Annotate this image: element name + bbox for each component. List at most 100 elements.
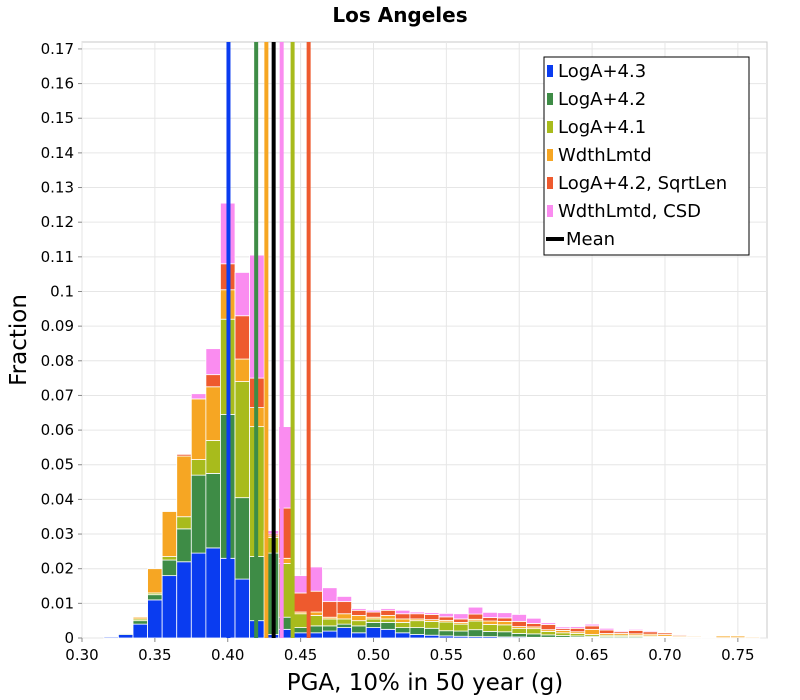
legend: LogA+4.3 LogA+4.2 LogA+4.1 WdthLmtd LogA+4.2…: [543, 56, 750, 256]
histogram-bar: [147, 594, 163, 601]
histogram-bar: [453, 630, 469, 637]
histogram-bar: [496, 620, 513, 626]
histogram-bar: [496, 631, 513, 638]
histogram-bar: [336, 596, 353, 603]
histogram-bar: [234, 315, 251, 360]
histogram-bar: [584, 628, 600, 635]
histogram-bar: [176, 453, 192, 457]
histogram-bar: [234, 381, 251, 499]
histogram-bar: [292, 632, 309, 639]
histogram-bar: [147, 568, 163, 594]
mean-lines: [226, 42, 311, 638]
histogram-bar: [336, 601, 353, 615]
histogram-bar: [205, 386, 221, 441]
legend-label: LogA+4.3: [558, 61, 646, 82]
x-tick-label: 0.75: [721, 646, 754, 664]
legend-label: WdthLmtd, CSD: [558, 201, 701, 222]
x-tick-label: 0.35: [138, 646, 171, 664]
histogram-bar: [657, 631, 673, 634]
histogram-bar: [467, 613, 484, 620]
y-axis-title: Fraction: [6, 294, 32, 386]
histogram-bar: [161, 559, 178, 577]
y-tick-label: 0.1: [50, 282, 74, 300]
histogram-bar: [205, 440, 221, 474]
histogram-bar: [190, 393, 207, 400]
histogram-bar: [365, 611, 382, 618]
legend-swatch: [547, 93, 553, 105]
legend-swatch: [547, 121, 553, 133]
histogram-bar: [438, 621, 455, 632]
histogram-bar: [322, 587, 338, 603]
histogram-bar: [292, 627, 309, 634]
histogram-bar: [118, 634, 134, 639]
legend-label: Mean: [566, 229, 615, 250]
x-tick-label: 0.50: [357, 646, 390, 664]
histogram-bar: [118, 632, 134, 634]
y-tick-label: 0.08: [41, 352, 74, 370]
histogram-bar: [292, 575, 309, 594]
histogram-bar: [569, 627, 586, 633]
histogram-bar: [336, 613, 353, 620]
x-tick-label: 0.70: [648, 646, 681, 664]
y-tick-label: 0.03: [41, 525, 74, 543]
histogram-bar: [438, 630, 455, 637]
histogram-bar: [438, 616, 455, 621]
histogram-bar: [409, 613, 425, 620]
legend-box: [543, 56, 750, 256]
histogram-bar: [482, 611, 498, 618]
histogram-bar: [365, 627, 382, 639]
histogram-bar: [351, 609, 367, 616]
histogram-bar: [322, 630, 338, 639]
x-tick-label: 0.40: [211, 646, 244, 664]
histogram-bar: [394, 627, 411, 634]
y-tick-label: 0.02: [41, 560, 74, 578]
y-tick-label: 0.12: [41, 213, 74, 231]
histogram-bar: [336, 623, 353, 629]
histogram-bar: [540, 631, 557, 636]
histogram-bar: [234, 497, 251, 580]
histogram-bar: [496, 624, 513, 633]
histogram-bar: [526, 623, 542, 628]
histogram-bar: [511, 627, 527, 634]
histogram-bar: [453, 613, 469, 620]
histogram-bar: [424, 614, 440, 621]
histogram-bar: [453, 618, 469, 623]
histogram-bar: [482, 620, 498, 625]
histogram-bar: [394, 609, 411, 615]
histogram-bar: [132, 616, 148, 620]
histogram-bar: [234, 358, 251, 382]
histogram-bar: [205, 348, 221, 376]
y-tick-label: 0.11: [41, 248, 74, 266]
histogram-bar: [292, 592, 309, 613]
histogram-bar: [176, 561, 192, 639]
histogram-bar: [176, 528, 192, 563]
histogram-bar: [555, 632, 571, 636]
histogram-bar: [394, 622, 411, 629]
y-tick-label: 0.06: [41, 421, 74, 439]
histogram-bar: [190, 398, 207, 460]
histogram-bar: [628, 628, 644, 631]
histogram-bar: [394, 632, 411, 639]
histogram-bar: [351, 608, 367, 611]
histogram-bar: [132, 623, 148, 639]
histogram-bar: [205, 547, 221, 639]
histogram-bar: [132, 620, 148, 625]
histogram-bar: [438, 612, 455, 618]
y-tick-label: 0.01: [41, 594, 74, 612]
histogram-bar: [190, 474, 207, 554]
histogram-bar: [424, 612, 440, 615]
histogram-bar: [234, 272, 251, 317]
histogram-bar: [147, 599, 163, 639]
histogram-bar: [409, 611, 425, 615]
y-tick-label: 0.15: [41, 109, 74, 127]
histogram-bar: [409, 627, 425, 635]
histogram-bar: [336, 627, 353, 639]
histogram-bar: [496, 612, 513, 619]
x-tick-label: 0.45: [284, 646, 317, 664]
histogram-bar: [351, 625, 367, 634]
histogram-bar: [292, 613, 309, 629]
histogram-bar: [190, 459, 207, 476]
histogram-bar: [526, 617, 542, 624]
histogram-bar: [409, 634, 425, 639]
y-tick-label: 0.04: [41, 490, 74, 508]
